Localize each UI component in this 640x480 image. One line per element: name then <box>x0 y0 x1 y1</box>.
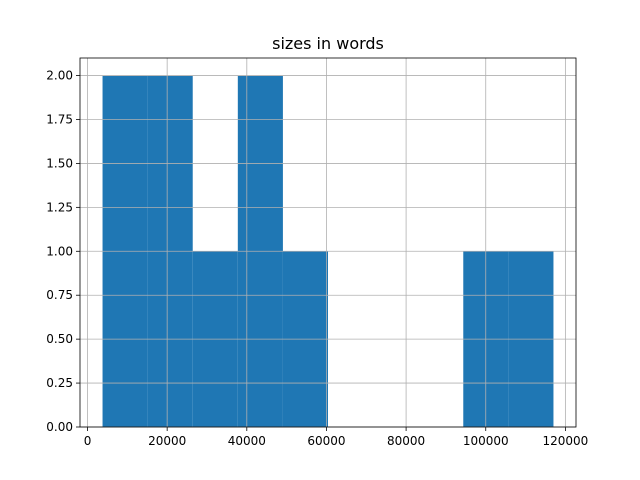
x-tick-label: 60000 <box>307 434 345 448</box>
x-tick-label: 100000 <box>463 434 509 448</box>
y-tick-label: 1.50 <box>46 156 73 170</box>
y-tick-label: 0.25 <box>46 376 73 390</box>
x-tick-label: 0 <box>84 434 92 448</box>
y-tick-label: 1.75 <box>46 113 73 127</box>
y-tick-label: 0.00 <box>46 420 73 434</box>
x-tick-label: 80000 <box>387 434 425 448</box>
x-tick-label: 40000 <box>228 434 266 448</box>
x-tick-label: 20000 <box>148 434 186 448</box>
plot-area: 0 20000 40000 60000 80000 100000 120000 0.00 0.2… <box>46 57 588 448</box>
y-tick-label: 0.75 <box>46 288 73 302</box>
y-tick-label: 0.50 <box>46 332 73 346</box>
axes-frame <box>79 57 577 428</box>
chart-title: sizes in words <box>272 34 384 53</box>
y-tick-label: 1.00 <box>46 244 73 258</box>
y-tick-label: 2.00 <box>46 69 73 83</box>
x-tick-label: 120000 <box>542 434 588 448</box>
y-tick-label: 1.25 <box>46 200 73 214</box>
